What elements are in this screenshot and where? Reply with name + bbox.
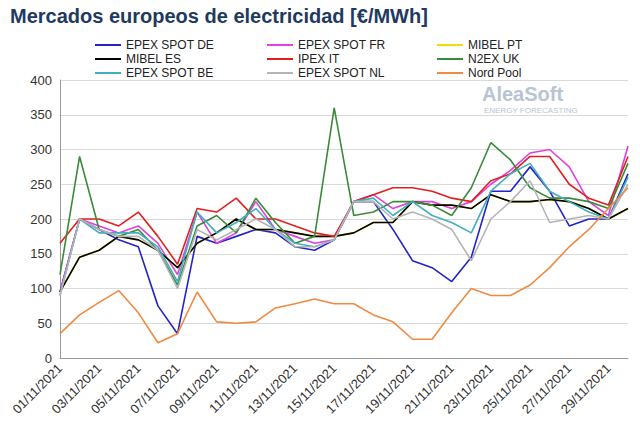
svg-text:19/11/2021: 19/11/2021 (362, 360, 418, 417)
svg-text:250: 250 (30, 177, 52, 192)
svg-text:150: 150 (30, 246, 52, 261)
svg-text:300: 300 (30, 142, 52, 157)
svg-text:21/11/2021: 21/11/2021 (401, 360, 457, 417)
svg-text:EPEX SPOT FR: EPEX SPOT FR (298, 38, 385, 52)
svg-text:25/11/2021: 25/11/2021 (479, 360, 536, 417)
svg-text:350: 350 (30, 107, 52, 122)
svg-text:50: 50 (38, 316, 52, 331)
svg-text:23/11/2021: 23/11/2021 (440, 360, 497, 417)
svg-text:09/11/2021: 09/11/2021 (166, 360, 222, 417)
svg-text:15/11/2021: 15/11/2021 (283, 360, 340, 417)
svg-text:Mercados europeos de electrici: Mercados europeos de electricidad [€/MWh… (10, 5, 428, 27)
svg-text:EPEX SPOT BE: EPEX SPOT BE (126, 66, 213, 80)
svg-text:MIBEL PT: MIBEL PT (468, 38, 523, 52)
svg-text:13/11/2021: 13/11/2021 (244, 360, 301, 417)
svg-text:MIBEL ES: MIBEL ES (126, 52, 181, 66)
svg-text:11/11/2021: 11/11/2021 (206, 360, 262, 416)
svg-text:EPEX SPOT DE: EPEX SPOT DE (126, 38, 214, 52)
svg-text:AleaSoft: AleaSoft (482, 83, 563, 105)
svg-text:01/11/2021: 01/11/2021 (9, 360, 66, 417)
svg-text:Nord Pool: Nord Pool (468, 66, 521, 80)
svg-text:400: 400 (30, 73, 52, 88)
svg-text:07/11/2021: 07/11/2021 (126, 360, 183, 417)
svg-text:17/11/2021: 17/11/2021 (322, 360, 379, 417)
svg-text:27/11/2021: 27/11/2021 (518, 360, 575, 417)
svg-text:ENERGY FORECASTING: ENERGY FORECASTING (484, 106, 578, 115)
svg-text:05/11/2021: 05/11/2021 (87, 360, 144, 417)
svg-text:03/11/2021: 03/11/2021 (48, 360, 105, 417)
svg-text:0: 0 (44, 350, 52, 366)
svg-text:200: 200 (30, 212, 52, 227)
svg-text:N2EX UK: N2EX UK (468, 52, 519, 66)
svg-text:EPEX SPOT NL: EPEX SPOT NL (298, 66, 385, 80)
svg-text:100: 100 (30, 281, 52, 296)
svg-text:29/11/2021: 29/11/2021 (558, 361, 614, 417)
svg-text:IPEX IT: IPEX IT (298, 52, 340, 66)
